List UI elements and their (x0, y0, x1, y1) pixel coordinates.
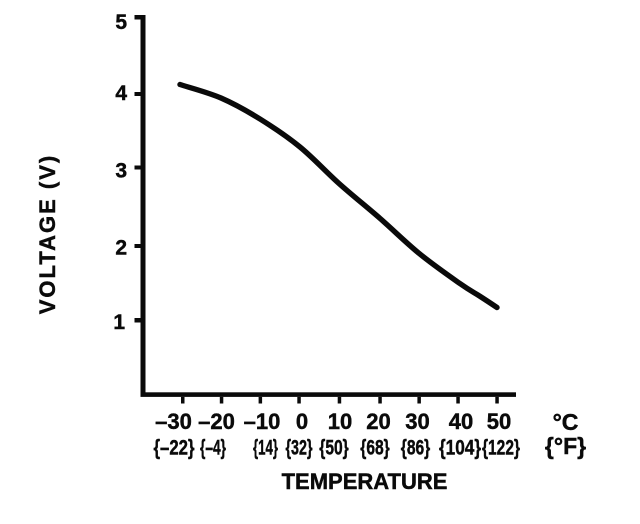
svg-text:2: 2 (115, 237, 127, 260)
svg-text:{14}: {14} (253, 437, 278, 460)
svg-text:{68}: {68} (360, 437, 390, 460)
svg-text:–30: –30 (155, 409, 192, 434)
svg-text:3: 3 (115, 160, 127, 183)
svg-text:°C: °C (553, 409, 579, 435)
svg-text:{–4}: {–4} (200, 437, 226, 460)
svg-text:10: 10 (328, 409, 352, 434)
svg-text:{–22}: {–22} (154, 437, 195, 460)
svg-text:1: 1 (113, 311, 125, 334)
svg-text:TEMPERATURE: TEMPERATURE (282, 469, 448, 494)
svg-text:40: 40 (449, 409, 473, 434)
svg-text:50: 50 (487, 409, 511, 434)
svg-text:{°F}: {°F} (545, 433, 586, 459)
svg-text:{86}: {86} (401, 437, 431, 460)
svg-text:{122}: {122} (482, 437, 520, 460)
svg-text:{32}: {32} (286, 437, 313, 460)
svg-text:4: 4 (115, 82, 127, 105)
svg-text:–20: –20 (198, 409, 235, 434)
svg-text:0: 0 (296, 409, 308, 434)
svg-text:{104}: {104} (439, 437, 481, 460)
svg-text:30: 30 (405, 409, 429, 434)
svg-text:–10: –10 (244, 409, 281, 434)
svg-text:VOLTAGE (V): VOLTAGE (V) (35, 154, 60, 315)
svg-text:20: 20 (366, 409, 390, 434)
svg-text:5: 5 (115, 11, 127, 34)
svg-text:{50}: {50} (319, 437, 349, 460)
